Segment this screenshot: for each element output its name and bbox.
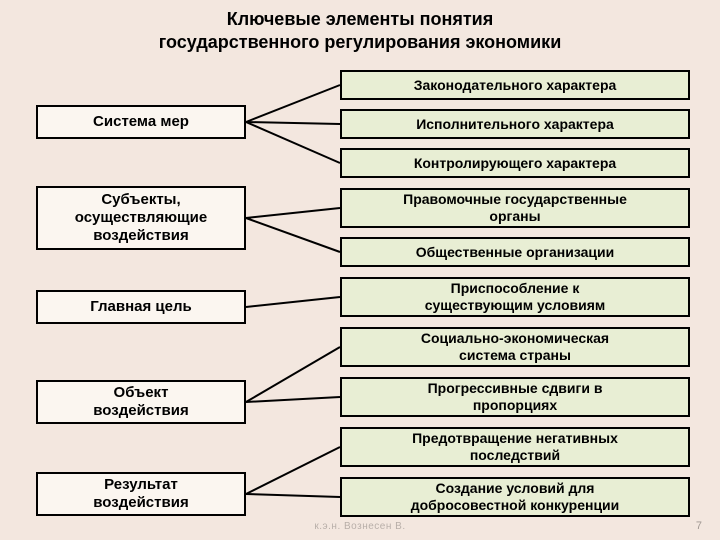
connector [246, 347, 340, 402]
connector [246, 122, 340, 124]
page-title: Ключевые элементы понятиягосударственног… [0, 8, 720, 53]
right-node: Законодательного характера [340, 70, 690, 100]
right-node: Прогрессивные сдвиги впропорциях [340, 377, 690, 417]
footer-credit: к.э.н. Вознесен В. [0, 521, 720, 532]
left-node: Субъекты,осуществляющиевоздействия [36, 186, 246, 250]
connector [246, 447, 340, 494]
right-node: Социально-экономическаясистема страны [340, 327, 690, 367]
connector [246, 208, 340, 218]
right-node: Предотвращение негативныхпоследствий [340, 427, 690, 467]
right-node: Контролирующего характера [340, 148, 690, 178]
left-node: Результатвоздействия [36, 472, 246, 516]
right-node: Исполнительного характера [340, 109, 690, 139]
right-node: Приспособление ксуществующим условиям [340, 277, 690, 317]
connector [246, 397, 340, 402]
footer-page-number: 7 [696, 520, 702, 532]
left-node: Система мер [36, 105, 246, 139]
connector [246, 122, 340, 163]
connector [246, 494, 340, 497]
connector [246, 218, 340, 252]
right-node: Создание условий длядобросовестной конку… [340, 477, 690, 517]
right-node: Общественные организации [340, 237, 690, 267]
left-node: Главная цель [36, 290, 246, 324]
right-node: Правомочные государственныеорганы [340, 188, 690, 228]
connector [246, 85, 340, 122]
connector [246, 297, 340, 307]
left-node: Объектвоздействия [36, 380, 246, 424]
slide-diagram: Ключевые элементы понятиягосударственног… [0, 0, 720, 540]
